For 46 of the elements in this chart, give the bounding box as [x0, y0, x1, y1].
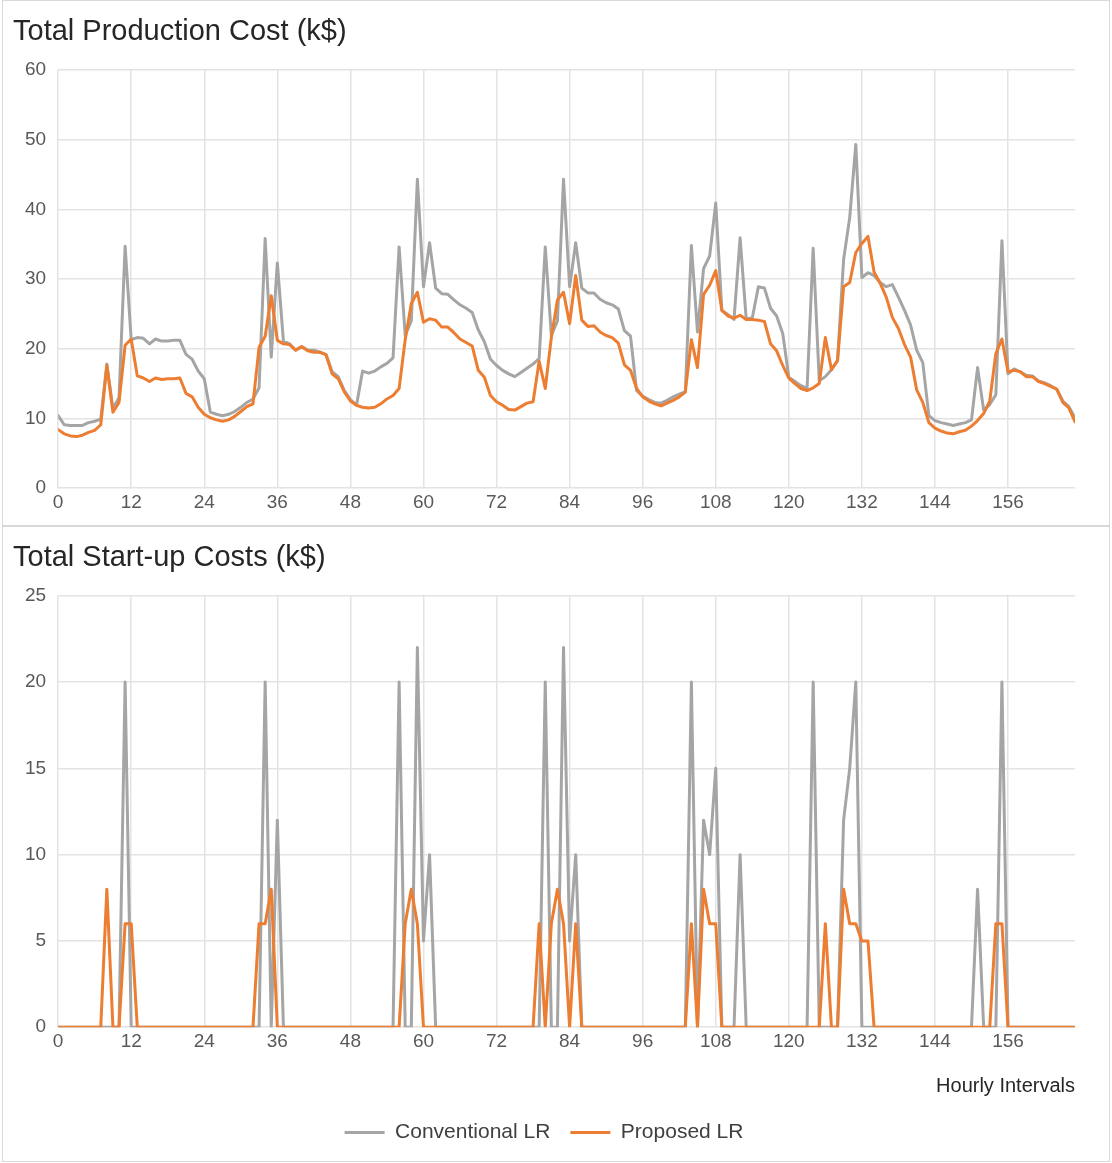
y-tick-label: 0 — [35, 1015, 47, 1037]
x-tick-label: 108 — [699, 490, 732, 512]
x-tick-label: 0 — [52, 490, 64, 512]
x-tick-label: 132 — [846, 1029, 878, 1051]
x-tick-label: 132 — [846, 490, 878, 512]
x-tick-label: 0 — [52, 1029, 64, 1051]
y-tick-label: 15 — [24, 756, 47, 778]
x-tick-label: 24 — [193, 1029, 216, 1051]
x-tick-label: 48 — [339, 490, 361, 512]
x-tick-label: 36 — [266, 490, 288, 512]
x-tick-label: 36 — [266, 1029, 288, 1051]
x-axis-title: Hourly Intervals — [936, 1073, 1075, 1096]
legend-label: Conventional LR — [395, 1119, 551, 1143]
x-tick-label: 96 — [632, 490, 654, 512]
y-tick-label: 25 — [24, 584, 47, 606]
x-tick-label: 12 — [120, 1029, 142, 1051]
x-tick-label: 156 — [992, 490, 1024, 512]
y-tick-label: 10 — [24, 842, 47, 864]
y-tick-label: 40 — [24, 197, 47, 219]
x-tick-label: 144 — [919, 1029, 952, 1051]
legend-label: Proposed LR — [620, 1119, 744, 1143]
x-tick-label: 48 — [339, 1029, 361, 1051]
y-tick-label: 50 — [24, 127, 47, 149]
x-tick-label: 120 — [772, 490, 805, 512]
y-tick-label: 20 — [24, 336, 47, 358]
x-tick-label: 96 — [632, 1029, 654, 1051]
chart-title: Total Production Cost (k$) — [13, 14, 347, 47]
x-tick-label: 108 — [699, 1029, 732, 1051]
y-tick-label: 5 — [35, 929, 47, 951]
y-tick-label: 60 — [24, 58, 47, 80]
x-tick-label: 12 — [120, 490, 142, 512]
x-tick-label: 72 — [485, 1029, 508, 1051]
x-tick-label: 84 — [559, 490, 581, 512]
y-tick-label: 30 — [24, 267, 47, 289]
y-tick-label: 20 — [24, 670, 47, 692]
chart-title: Total Start-up Costs (k$) — [13, 540, 326, 573]
x-tick-label: 72 — [485, 490, 508, 512]
x-tick-label: 144 — [919, 490, 952, 512]
x-tick-label: 60 — [412, 1029, 435, 1051]
y-tick-label: 0 — [35, 476, 47, 498]
x-tick-label: 60 — [412, 490, 435, 512]
y-tick-label: 10 — [24, 406, 47, 428]
x-tick-label: 120 — [772, 1029, 805, 1051]
x-tick-label: 84 — [559, 1029, 581, 1051]
x-tick-label: 24 — [193, 490, 216, 512]
x-tick-label: 156 — [992, 1029, 1024, 1051]
